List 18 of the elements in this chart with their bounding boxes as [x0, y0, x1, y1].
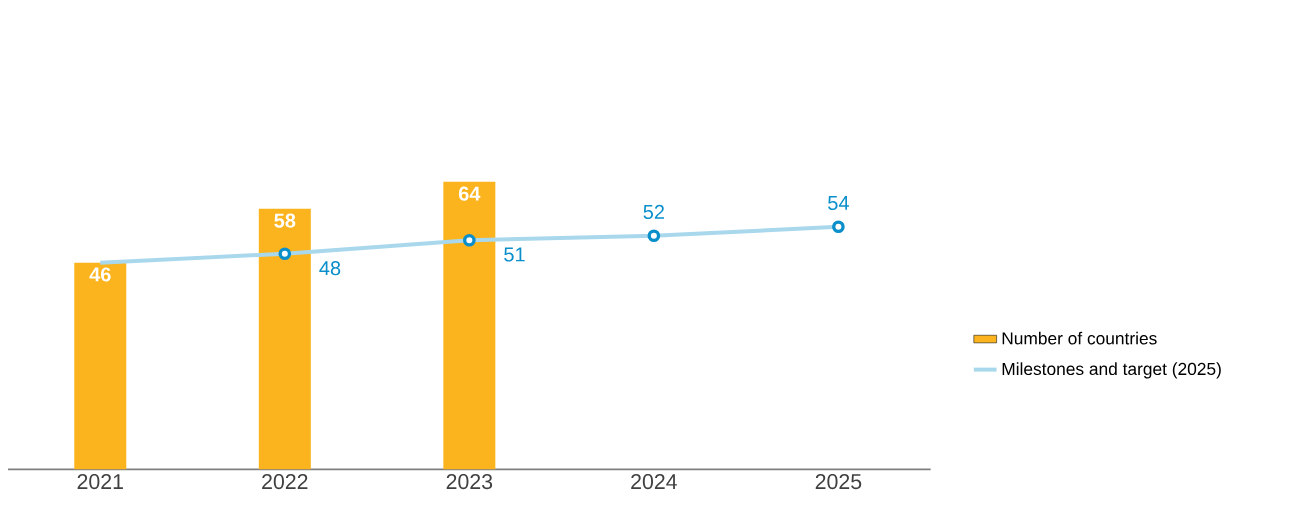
legend-label: Milestones and target (2025) — [1002, 362, 1221, 379]
x-tick-label: 2021 — [77, 474, 123, 490]
point — [832, 220, 845, 234]
point — [647, 229, 661, 243]
x-tick-label: 2023 — [446, 474, 493, 490]
x-tick-label: 2024 — [631, 474, 677, 490]
data-label: 46 — [89, 267, 111, 282]
data-label: 52 — [643, 204, 664, 220]
legend-label: Number of countries — [1002, 331, 1157, 345]
point — [278, 247, 292, 261]
data-label: 58 — [274, 213, 296, 228]
data-label: 64 — [458, 186, 481, 201]
data-label: 54 — [828, 196, 849, 211]
data-label: 51 — [504, 247, 525, 262]
x-tick-label: 2022 — [262, 474, 308, 490]
x-tick-label: 2025 — [815, 474, 862, 490]
point — [463, 233, 476, 247]
data-label: 48 — [319, 261, 341, 276]
